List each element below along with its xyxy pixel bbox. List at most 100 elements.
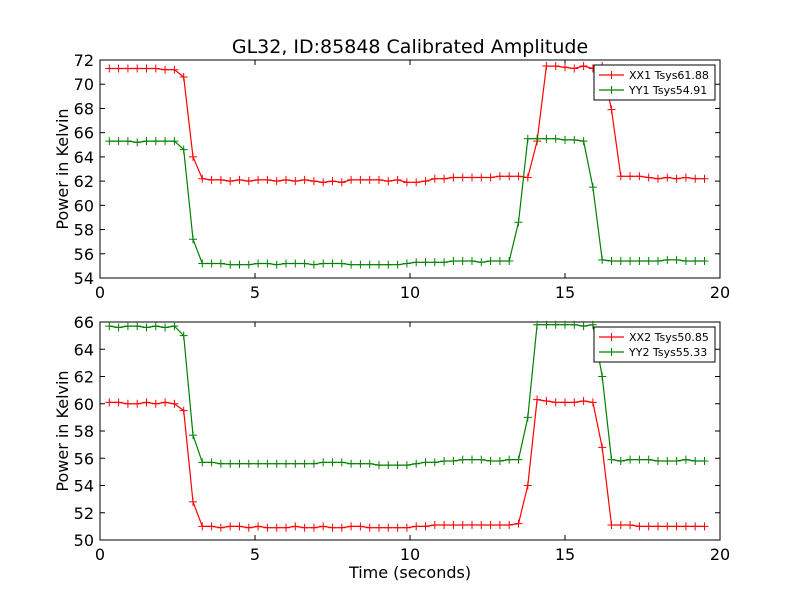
data-point [458, 173, 467, 182]
data-point [691, 174, 700, 183]
data-point [123, 64, 132, 73]
data-point [393, 461, 402, 470]
data-point [700, 257, 709, 266]
data-point [570, 135, 579, 144]
data-point [495, 257, 504, 266]
data-point [486, 257, 495, 266]
x-tick-label: 15 [555, 283, 575, 302]
data-point [598, 255, 607, 264]
y-tick-label: 64 [74, 148, 94, 167]
data-point [681, 522, 690, 531]
data-point [579, 397, 588, 406]
data-point [505, 521, 514, 530]
data-point [337, 458, 346, 467]
data-point [365, 260, 374, 269]
top-panel: 0 5 10 15 20 54 56 58 60 62 64 66 68 70 72 Power in Kel… [53, 51, 730, 302]
data-point [468, 521, 476, 530]
data-point [616, 172, 625, 181]
data-point [272, 459, 281, 468]
data-point [402, 259, 411, 268]
data-point [226, 459, 235, 468]
data-point [654, 174, 662, 183]
data-point [328, 458, 337, 467]
y-tick-label: 50 [74, 531, 94, 550]
data-point [244, 459, 253, 468]
data-point [151, 137, 160, 146]
data-point [533, 134, 542, 143]
data-point [635, 257, 644, 266]
data-point [133, 399, 142, 408]
data-point [133, 138, 142, 147]
data-point [440, 521, 449, 530]
data-point [235, 522, 244, 531]
data-point [579, 322, 588, 331]
data-point [495, 172, 504, 181]
data-point [105, 137, 114, 146]
data-point [309, 260, 318, 269]
data-point [179, 72, 188, 81]
data-point [691, 456, 700, 465]
data-point [514, 519, 523, 528]
data-point [561, 63, 569, 72]
data-point [588, 183, 597, 192]
data-point [440, 456, 449, 465]
data-point [477, 455, 486, 464]
data-point [672, 255, 681, 264]
data-point [477, 521, 486, 530]
y-tick-label: 58 [74, 422, 94, 441]
data-point [486, 521, 495, 530]
data-point [105, 398, 114, 407]
data-point [635, 522, 644, 531]
data-point [263, 459, 272, 468]
data-point [114, 398, 123, 407]
data-point [644, 257, 653, 266]
data-point [486, 173, 495, 182]
data-point [319, 458, 328, 467]
data-point [663, 456, 672, 465]
data-point [282, 523, 290, 532]
y-tick-label: 64 [74, 340, 94, 359]
data-point [235, 175, 244, 184]
data-point [561, 398, 569, 407]
data-point [244, 177, 253, 186]
data-point [337, 523, 346, 532]
data-point [607, 455, 616, 464]
data-point [170, 65, 179, 74]
data-point [700, 456, 709, 465]
data-point [189, 152, 197, 161]
data-point [300, 523, 309, 532]
data-point [226, 177, 235, 186]
x-tick-label: 0 [95, 545, 105, 564]
data-point [151, 64, 160, 73]
data-point [216, 459, 225, 468]
data-point [384, 461, 393, 470]
data-point [523, 481, 532, 490]
data-point [616, 456, 625, 465]
data-point [170, 137, 179, 146]
y-tick-label: 66 [74, 313, 94, 332]
data-point [198, 174, 207, 183]
legend-marker [607, 86, 616, 94]
data-point [365, 175, 374, 184]
data-point [514, 172, 523, 181]
series-yy [105, 320, 709, 470]
legend-entry: YY2 Tsys55.33 [628, 346, 707, 359]
data-point [328, 259, 337, 268]
data-point [691, 522, 700, 531]
data-point [700, 522, 709, 531]
y-tick-label: 60 [74, 196, 94, 215]
y-tick-label: 62 [74, 172, 94, 191]
legend: XX2 Tsys50.85 YY2 Tsys55.33 [593, 326, 716, 363]
data-point [105, 64, 114, 73]
data-point [570, 398, 579, 407]
data-point [654, 522, 662, 531]
y-tick-label: 56 [74, 245, 94, 264]
data-point [300, 175, 309, 184]
y-tick-label: 60 [74, 395, 94, 414]
data-point [607, 105, 616, 114]
data-point [161, 137, 170, 146]
chart-title: GL32, ID:85848 Calibrated Amplitude [232, 36, 588, 58]
series-line [109, 138, 705, 266]
data-point [365, 459, 374, 468]
data-point [542, 134, 551, 143]
